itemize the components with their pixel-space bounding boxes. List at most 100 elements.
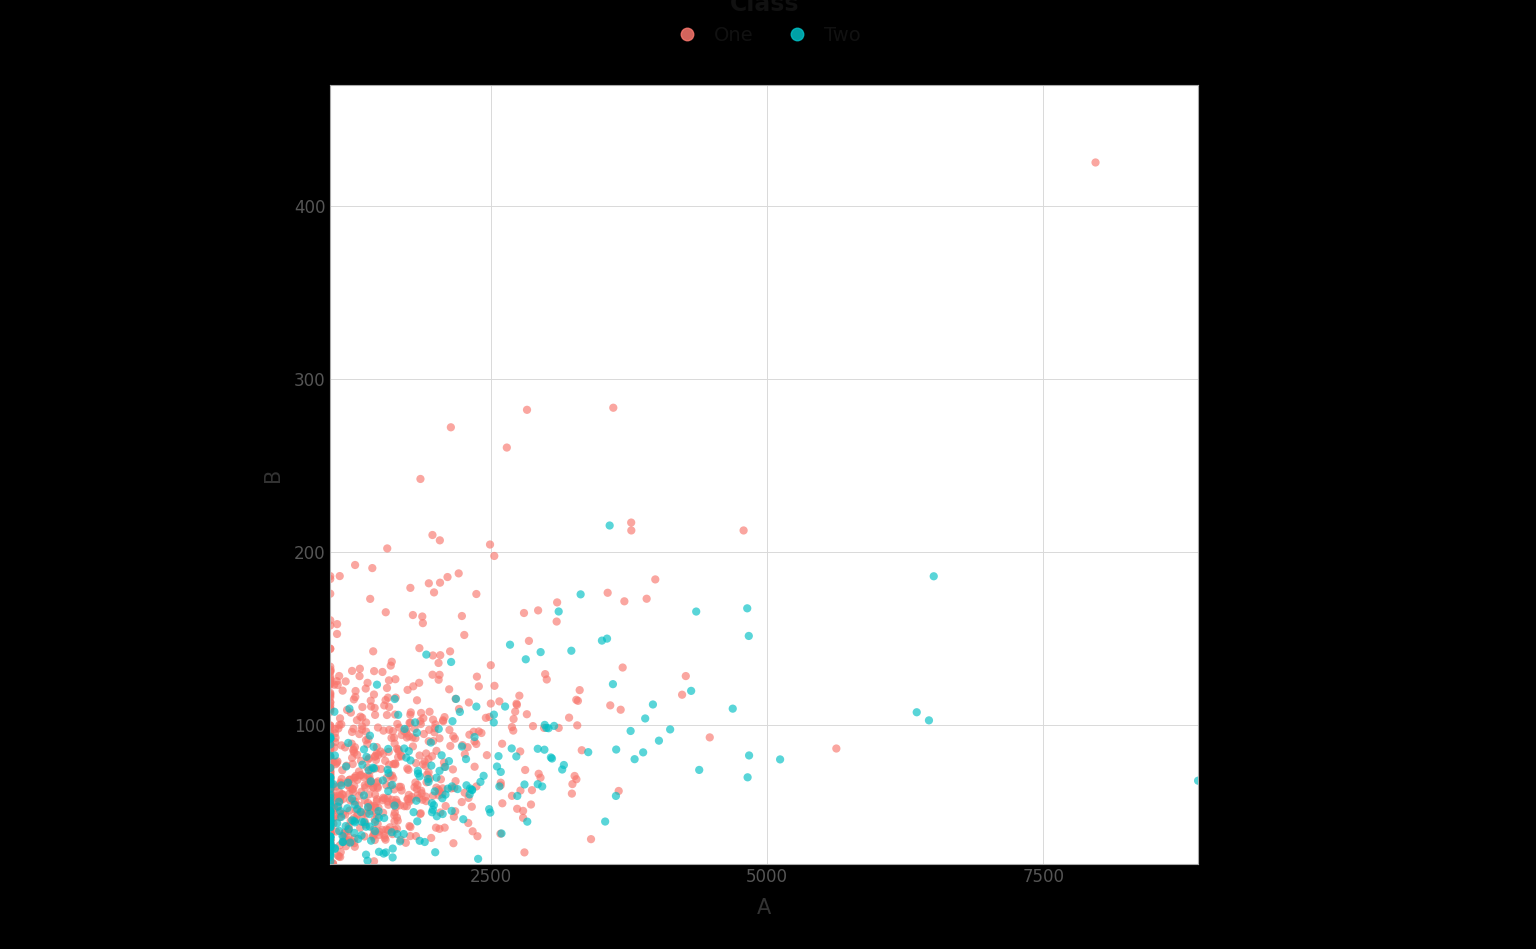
Point [499,789,524,804]
Point [406,777,430,792]
Point [318,669,343,684]
Point [318,784,343,799]
Point [318,761,343,776]
Point [333,759,358,774]
Point [318,821,343,836]
Point [318,736,343,752]
Point [462,734,487,749]
Point [343,745,367,760]
Point [343,683,367,698]
Point [324,779,349,794]
Point [633,711,657,726]
Point [362,749,387,764]
Point [389,749,413,764]
Point [392,724,416,739]
Point [488,764,513,779]
Point [318,809,343,825]
Point [525,603,550,618]
Point [427,763,452,778]
Point [318,812,343,828]
Point [326,754,350,769]
Point [375,541,399,556]
Point [318,799,343,814]
Point [436,681,461,697]
Point [353,681,378,697]
Point [327,824,352,839]
Point [318,792,343,808]
Point [1083,155,1107,170]
Point [395,761,419,776]
Point [447,566,472,581]
Point [488,826,513,841]
Point [511,803,536,818]
Point [318,750,343,765]
Point [362,814,387,829]
Point [318,772,343,788]
Point [358,591,382,606]
Point [349,784,373,799]
Point [347,789,372,804]
Point [318,759,343,774]
Point [424,809,449,824]
Point [318,781,343,796]
Point [318,820,343,835]
Point [318,618,343,633]
Point [407,791,432,806]
Point [356,751,381,766]
Point [318,813,343,828]
Point [336,819,361,834]
Point [318,828,343,844]
Point [341,793,366,809]
Point [327,805,352,820]
Point [419,795,444,810]
Point [370,664,395,679]
Point [607,783,631,798]
Point [427,782,452,797]
Point [318,791,343,806]
Point [619,515,644,530]
Point [338,793,362,809]
Point [318,791,343,806]
Point [395,799,419,814]
Point [424,820,449,835]
Point [318,856,343,871]
Point [396,762,421,777]
Point [318,844,343,859]
Point [387,720,412,735]
Point [318,833,343,848]
Point [326,799,350,814]
Point [318,763,343,778]
Point [318,688,343,703]
Point [347,798,372,813]
Point [564,772,588,787]
Point [338,705,362,720]
Point [356,752,381,767]
Point [318,613,343,628]
Point [329,776,353,791]
Point [318,720,343,735]
Point [318,809,343,825]
Point [327,793,352,809]
Point [318,783,343,798]
Point [373,754,398,769]
Point [435,569,459,585]
Point [318,816,343,831]
Point [318,751,343,766]
Point [355,760,379,775]
Point [404,782,429,797]
Point [598,698,622,713]
Point [336,735,361,751]
Point [336,821,361,836]
Point [359,698,384,714]
Point [409,807,433,822]
Point [539,750,564,765]
Point [438,643,462,659]
Point [343,778,367,793]
Point [392,721,416,736]
Point [350,699,375,715]
Point [326,847,350,863]
Point [318,770,343,785]
Point [318,830,343,846]
Point [327,848,352,864]
Point [634,591,659,606]
